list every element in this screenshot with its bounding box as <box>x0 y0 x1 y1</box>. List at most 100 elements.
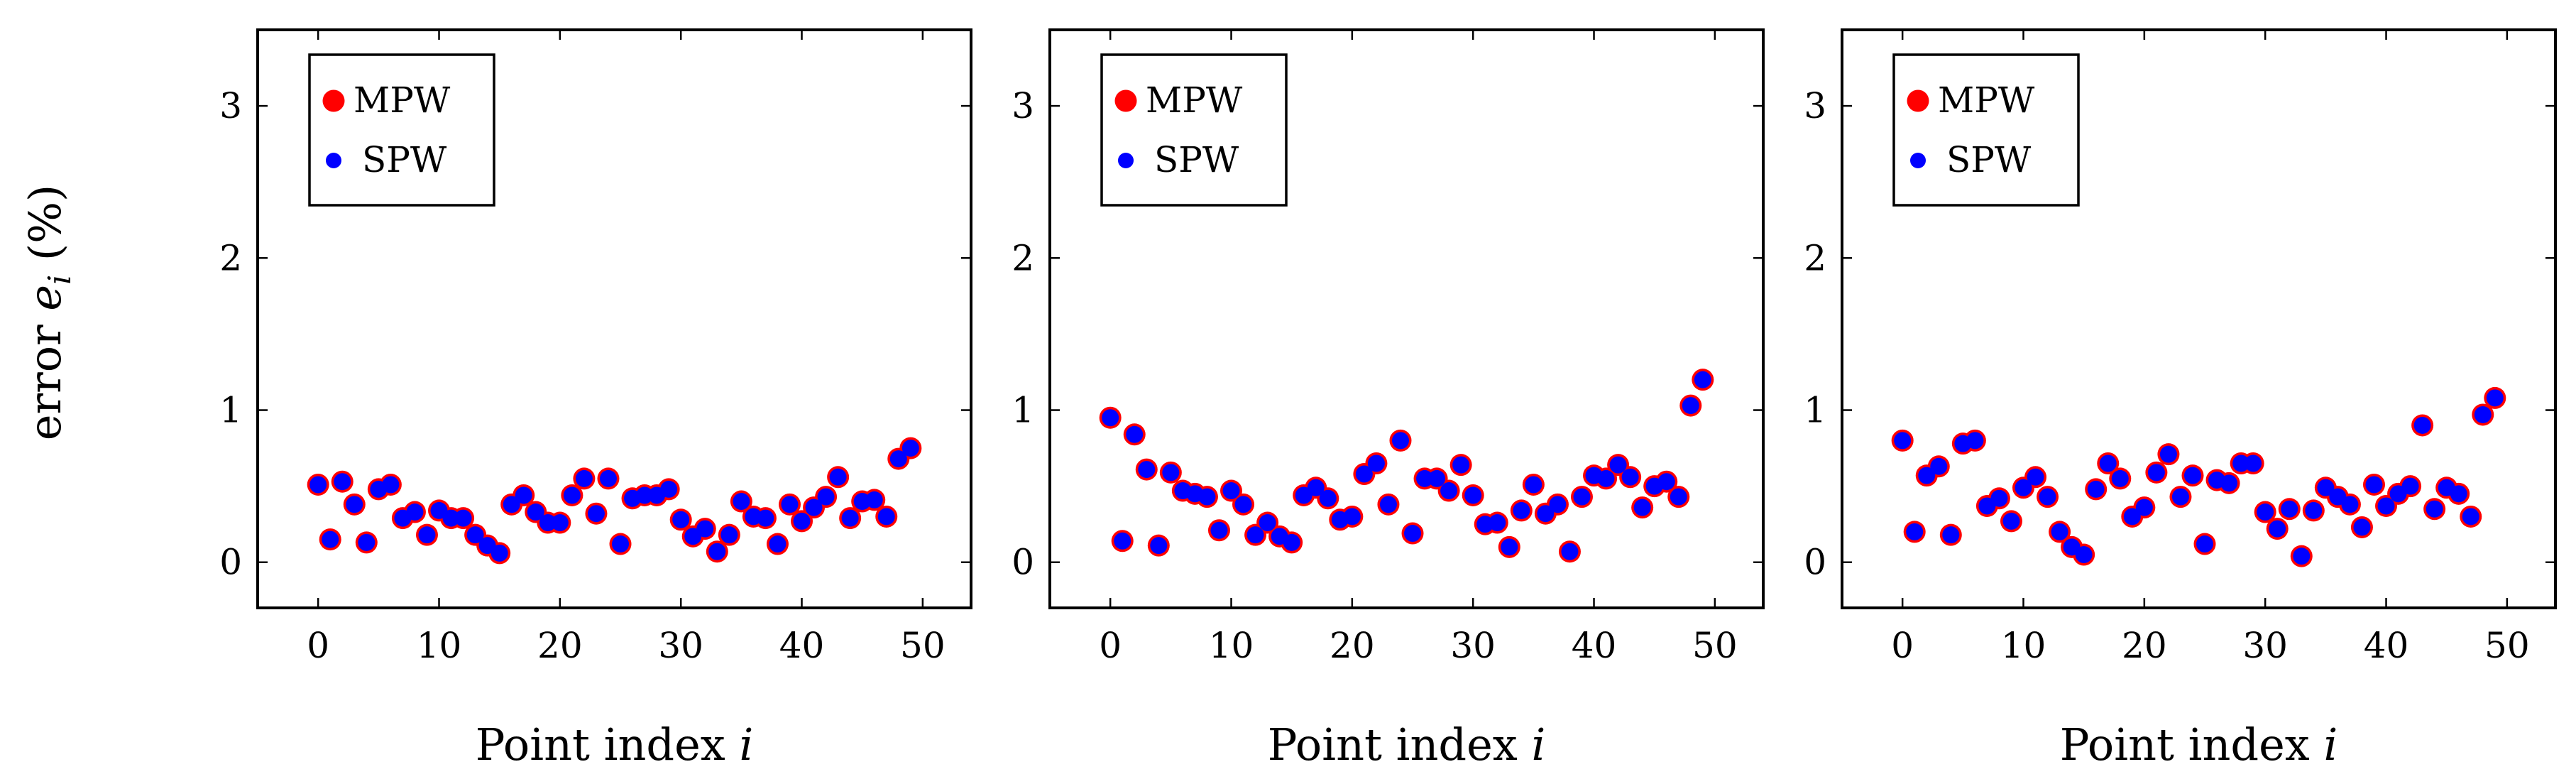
plot-frame <box>1048 28 1765 609</box>
spw-point <box>1319 489 1337 507</box>
spw-point <box>793 512 811 530</box>
x-tick-label: 0 <box>1891 625 1914 666</box>
spw-point <box>1259 514 1276 532</box>
y-tick-label: 3 <box>1012 85 1034 126</box>
spw-point <box>769 535 786 553</box>
legend-marker-mpw <box>322 89 345 112</box>
spw-point <box>2087 480 2105 498</box>
spw-point <box>901 440 919 457</box>
spw-point <box>841 509 859 527</box>
spw-point <box>1633 499 1651 516</box>
spw-point <box>757 509 774 527</box>
y-tick-label: 1 <box>1012 390 1034 431</box>
spw-point <box>2341 496 2359 513</box>
spw-point <box>2099 454 2117 472</box>
spw-point <box>2171 488 2189 506</box>
y-tick-label: 2 <box>219 237 242 278</box>
spw-point <box>1966 432 1984 450</box>
legend: MPW SPW <box>1892 53 2080 207</box>
x-tick-label: 40 <box>779 625 825 666</box>
chart-panel-2: 0 10 20 30 40 50 0 1 2 3 Point index i MPW SPW <box>1012 28 1765 771</box>
spw-point <box>829 468 847 486</box>
x-axis-label-text: Point index <box>1268 719 1532 771</box>
x-tick-label: 50 <box>1692 625 1738 666</box>
spw-point <box>1428 469 1446 487</box>
spw-point <box>636 486 654 504</box>
spw-point <box>2196 535 2214 553</box>
spw-point <box>2002 512 2020 530</box>
spw-point <box>1464 486 1482 504</box>
spw-point <box>1162 464 1180 481</box>
spw-point <box>2426 500 2443 518</box>
y-tick-label: 2 <box>1012 237 1034 278</box>
spw-point <box>889 450 907 468</box>
x-axis-label: Point index i <box>2060 719 2338 771</box>
spw-point <box>2111 469 2129 487</box>
legend: MPW SPW <box>1100 53 1288 207</box>
spw-point <box>1537 505 1555 523</box>
spw-point <box>2413 416 2431 434</box>
x-axis-label: Point index i <box>476 719 754 771</box>
legend-marker-mpw <box>1907 89 1929 112</box>
spw-point <box>877 508 895 526</box>
x-tick-label: 30 <box>1450 625 1496 666</box>
chart-panel-1: 0 10 20 30 40 50 0 1 2 3 Point index i MPW SPW <box>219 28 972 771</box>
spw-point <box>2183 467 2201 484</box>
spw-point <box>1379 496 1397 513</box>
spw-point <box>1894 432 1912 450</box>
spw-point <box>1246 526 1264 544</box>
spw-point <box>587 505 605 523</box>
y-tick-label: 3 <box>219 85 242 126</box>
spw-point <box>781 496 799 513</box>
legend-marker-spw <box>1910 153 1926 168</box>
spw-point <box>2015 479 2032 496</box>
y-tick-label: 1 <box>219 390 242 431</box>
x-tick-label: 0 <box>307 625 329 666</box>
spw-point <box>1918 467 1936 484</box>
y-tick-label: 1 <box>1804 390 1826 431</box>
spw-point <box>309 476 327 494</box>
spw-point <box>1102 409 1119 427</box>
spw-point <box>708 543 726 560</box>
legend: MPW SPW <box>308 53 495 207</box>
spw-point <box>2232 454 2250 472</box>
spw-point <box>1657 473 1675 491</box>
spw-point <box>1222 482 1240 500</box>
spw-point <box>1283 533 1300 551</box>
spw-point <box>454 509 472 527</box>
x-tick-label: 30 <box>2242 625 2288 666</box>
legend-box <box>308 53 495 207</box>
spw-point <box>527 503 544 521</box>
x-tick-label: 10 <box>417 625 462 666</box>
spw-point <box>1573 488 1591 506</box>
x-tick-label: 20 <box>1330 625 1375 666</box>
spw-point <box>2401 477 2419 495</box>
spw-point <box>2317 479 2335 496</box>
spw-point <box>490 544 508 562</box>
spw-point <box>1150 537 1168 555</box>
plot-frame <box>256 28 972 609</box>
spw-point <box>1549 496 1567 513</box>
spw-point <box>1694 371 1711 388</box>
legend-marker-mpw <box>1114 89 1137 112</box>
spw-point <box>1355 465 1373 483</box>
plot-frame <box>1841 28 2557 609</box>
spw-point <box>1114 532 1131 550</box>
spw-point <box>1404 525 1422 543</box>
spw-point <box>1930 457 1948 475</box>
spw-point <box>2123 508 2141 526</box>
spw-point <box>1391 432 1409 450</box>
x-axis-label-var: i <box>739 719 753 771</box>
spw-point <box>1561 543 1579 560</box>
x-tick-label: 30 <box>658 625 703 666</box>
spw-point <box>2293 548 2311 565</box>
spw-point <box>1609 456 1627 474</box>
spw-point <box>515 486 532 504</box>
spw-point <box>733 493 750 511</box>
x-tick-label: 10 <box>1209 625 1254 666</box>
y-tick-label: 3 <box>1804 85 1826 126</box>
spw-point <box>539 514 557 532</box>
spw-point <box>1416 469 1434 487</box>
spw-point <box>2462 508 2479 526</box>
